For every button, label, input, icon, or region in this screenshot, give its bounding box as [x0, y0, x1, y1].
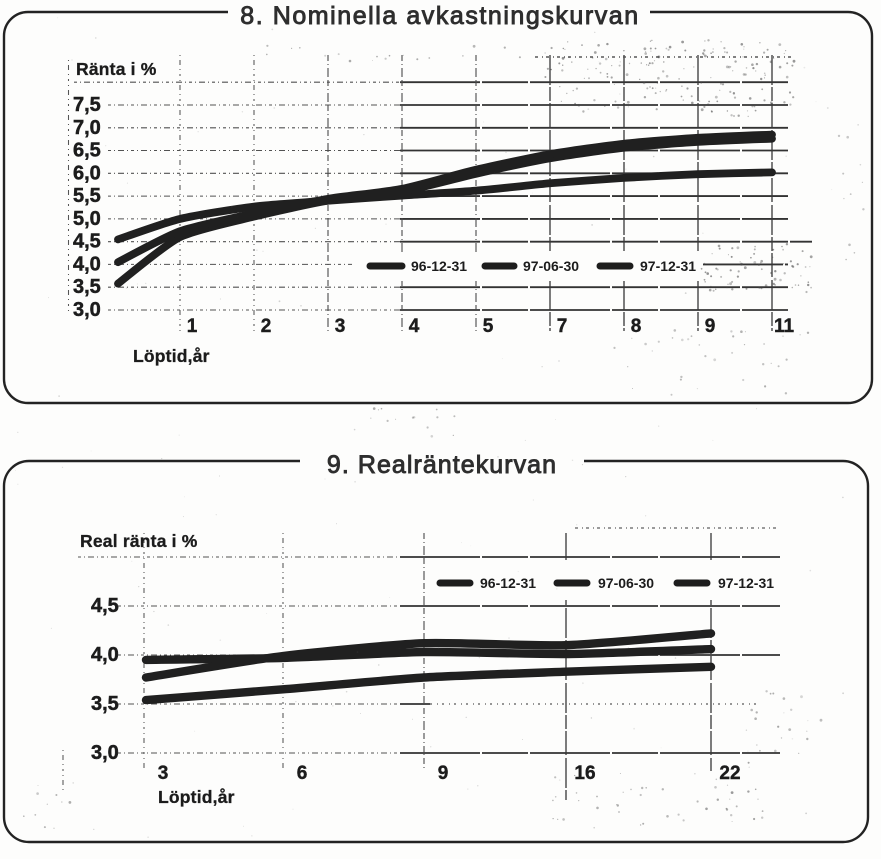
svg-text:4,0: 4,0: [73, 253, 101, 275]
svg-text:3: 3: [335, 316, 346, 337]
svg-text:Real ränta i %: Real ränta i %: [80, 531, 198, 551]
svg-text:8: 8: [631, 316, 642, 337]
svg-text:Ränta i %: Ränta i %: [76, 59, 157, 79]
svg-text:Löptid,år: Löptid,år: [158, 787, 235, 807]
svg-text:5,5: 5,5: [73, 185, 101, 207]
svg-text:Löptid,år: Löptid,år: [133, 346, 210, 366]
svg-text:9: 9: [705, 316, 716, 337]
svg-text:97-06-30: 97-06-30: [598, 575, 654, 591]
svg-text:9. Realräntekurvan: 9. Realräntekurvan: [327, 451, 557, 479]
svg-text:3,0: 3,0: [91, 742, 119, 764]
svg-text:97-12-31: 97-12-31: [640, 258, 696, 274]
svg-text:6,0: 6,0: [73, 162, 101, 184]
svg-text:8. Nominella avkastningskurvan: 8. Nominella avkastningskurvan: [240, 2, 639, 30]
svg-text:22: 22: [719, 763, 740, 784]
svg-text:3,5: 3,5: [91, 693, 119, 715]
svg-text:11: 11: [774, 316, 795, 337]
svg-text:96-12-31: 96-12-31: [480, 575, 536, 591]
svg-text:9: 9: [438, 763, 449, 784]
svg-text:3,0: 3,0: [73, 299, 101, 321]
svg-text:7,5: 7,5: [73, 94, 101, 116]
svg-text:16: 16: [574, 763, 595, 784]
svg-text:97-12-31: 97-12-31: [718, 575, 774, 591]
svg-text:7,0: 7,0: [73, 117, 101, 139]
svg-text:6: 6: [297, 763, 308, 784]
svg-text:4,0: 4,0: [91, 644, 119, 666]
svg-text:6,5: 6,5: [73, 140, 101, 162]
svg-text:3: 3: [158, 763, 169, 784]
svg-text:4,5: 4,5: [73, 231, 101, 253]
svg-text:97-06-30: 97-06-30: [523, 258, 579, 274]
svg-text:1: 1: [187, 316, 198, 337]
svg-text:4,5: 4,5: [91, 595, 119, 617]
svg-text:4: 4: [409, 316, 420, 337]
svg-text:5,0: 5,0: [73, 208, 101, 230]
svg-text:7: 7: [557, 316, 568, 337]
svg-text:3,5: 3,5: [73, 276, 101, 298]
svg-text:96-12-31: 96-12-31: [411, 258, 467, 274]
svg-text:2: 2: [261, 316, 272, 337]
svg-text:5: 5: [483, 316, 494, 337]
